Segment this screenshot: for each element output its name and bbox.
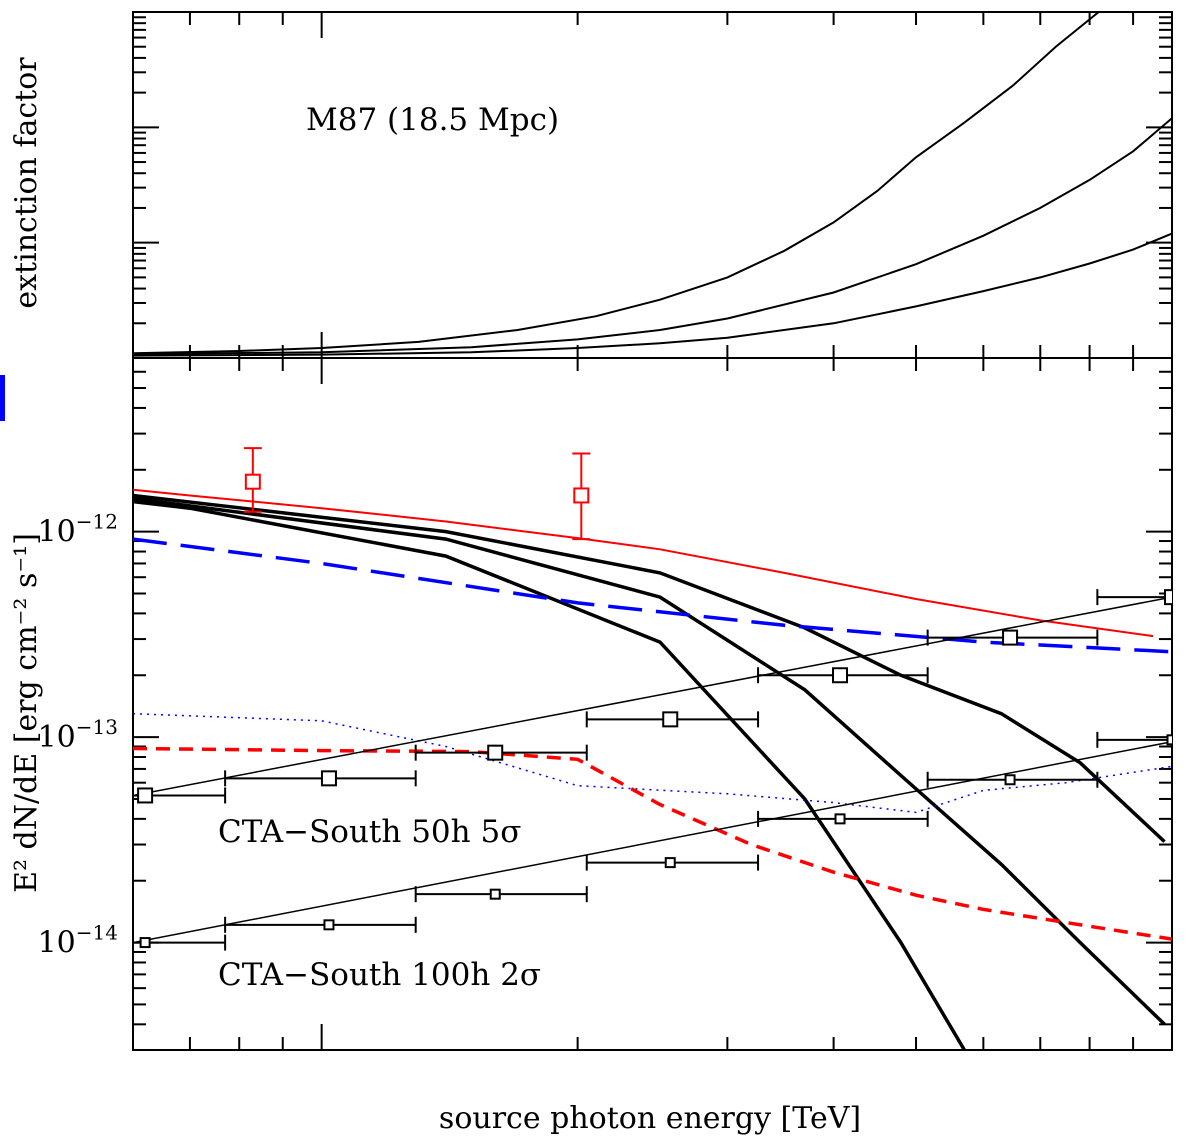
cta-data-point	[1002, 629, 1019, 646]
top-panel-curves	[133, 12, 1172, 357]
top-y-axis-title: extinction factor	[9, 57, 44, 309]
top-plot-frame	[132, 11, 1173, 359]
top-panel-axes	[132, 11, 1173, 359]
cta-data-point	[1164, 589, 1172, 606]
extinction-curve	[963, 12, 1100, 124]
bottom-y-tick-label: 10−12	[38, 510, 118, 550]
cta-data-point	[832, 667, 849, 684]
bottom-y-tick-label: 10−13	[38, 715, 118, 755]
tick-exponent: −13	[76, 715, 118, 739]
tick-base: 10	[38, 720, 76, 755]
spectrum-curve	[133, 499, 966, 1050]
measured-data-point	[244, 473, 261, 490]
x-axis-title: source photon energy [TeV]	[439, 1101, 861, 1136]
blue-margin-marker	[0, 375, 5, 421]
extinction-curve	[133, 232, 1172, 357]
cta-data-point	[320, 770, 337, 787]
spectrum-curve	[133, 493, 1166, 843]
tick-base: 10	[38, 515, 76, 550]
top-annotation: M87 (18.5 Mpc)	[306, 102, 559, 138]
tick-exponent: −12	[76, 510, 118, 534]
bottom-panel-curves	[133, 447, 1172, 1050]
cta-data-point	[139, 937, 151, 949]
cta-data-point	[1166, 734, 1172, 746]
tick-exponent: −14	[76, 921, 118, 945]
tick-base: 10	[38, 926, 76, 961]
bottom-plot-frame	[132, 357, 1173, 1051]
cta-data-point	[1004, 774, 1016, 786]
cta-data-point	[487, 744, 504, 761]
extinction-curve	[133, 117, 1172, 356]
spectrum-curve	[133, 596, 1172, 797]
bottom-y-tick-label: 10−14	[38, 921, 118, 961]
spectrum-curve	[133, 746, 1172, 941]
spectrum-curve	[133, 740, 1172, 944]
cta-data-point	[664, 857, 676, 869]
measured-data-point	[573, 487, 590, 504]
cta-100h-annotation: CTA−South 100h 2σ	[218, 957, 541, 993]
cta-data-point	[323, 919, 335, 931]
spectrum-curve	[133, 488, 1154, 638]
cta-data-point	[834, 813, 846, 825]
spectrum-curve	[133, 496, 1166, 1026]
bottom-y-axis-title: E² dN/dE [erg cm⁻² s⁻¹]	[9, 533, 44, 893]
cta-data-point	[489, 888, 501, 900]
cta-50h-annotation: CTA−South 50h 5σ	[218, 814, 521, 850]
cta-data-point	[137, 787, 154, 804]
extinction-curve	[133, 121, 965, 355]
cta-data-point	[662, 711, 679, 728]
spectrum-curve	[133, 712, 1172, 814]
